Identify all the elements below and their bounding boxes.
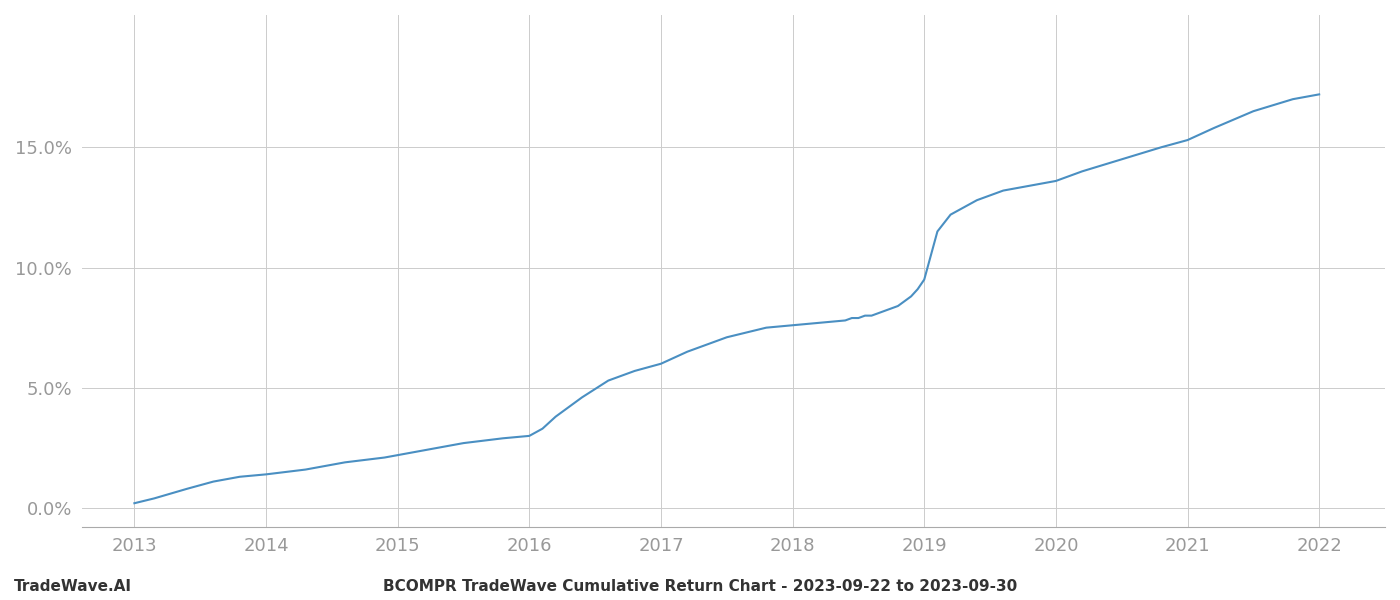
Text: BCOMPR TradeWave Cumulative Return Chart - 2023-09-22 to 2023-09-30: BCOMPR TradeWave Cumulative Return Chart… bbox=[382, 579, 1018, 594]
Text: TradeWave.AI: TradeWave.AI bbox=[14, 579, 132, 594]
